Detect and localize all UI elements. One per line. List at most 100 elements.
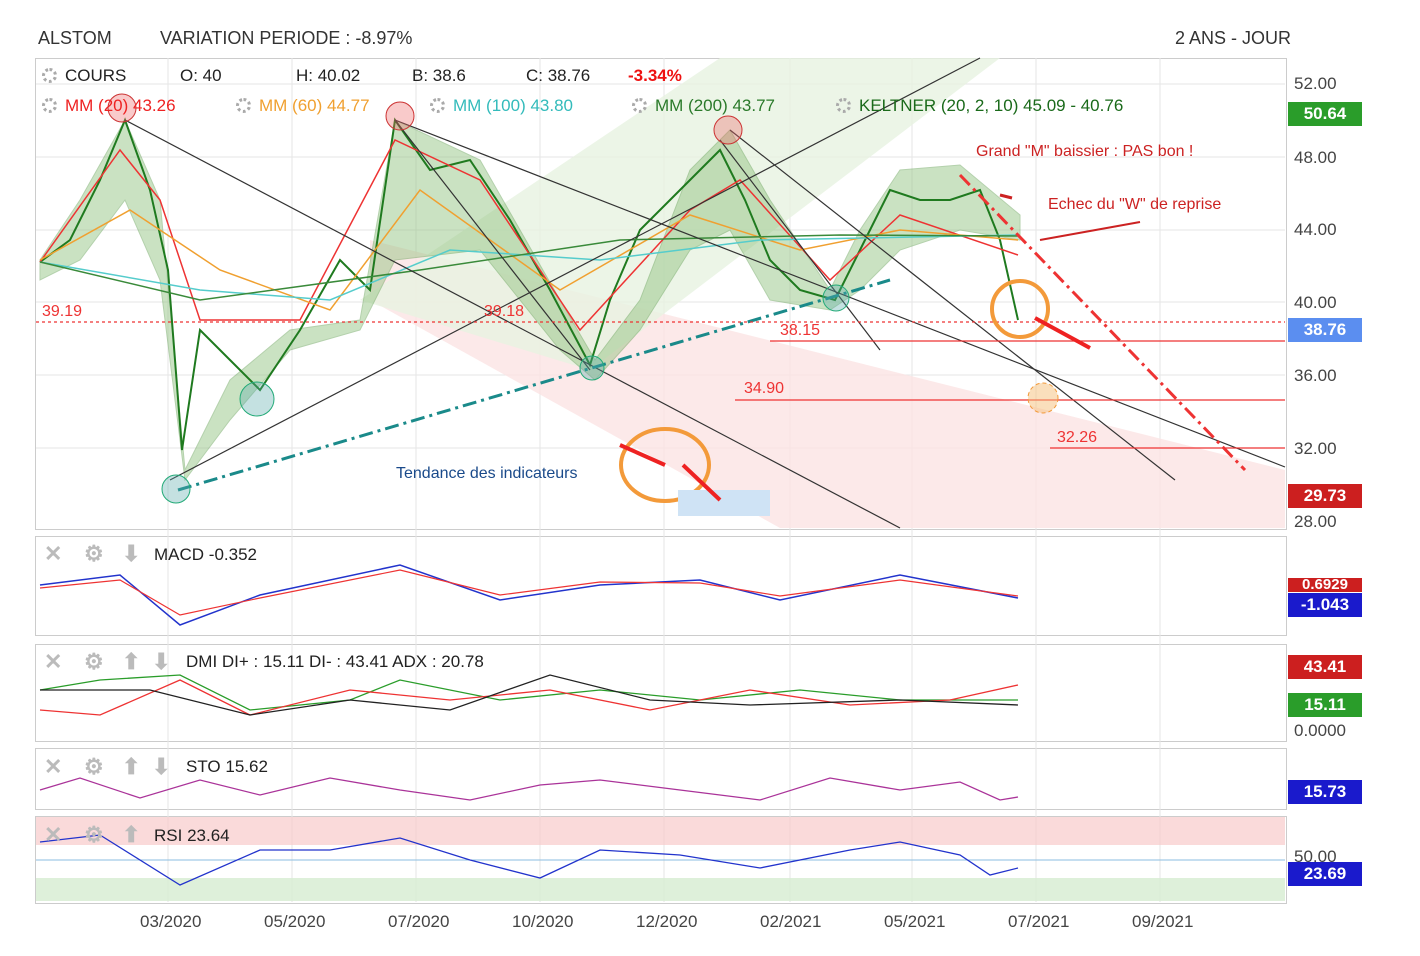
annotation-m: Grand "M" baissier : PAS bon ! <box>976 143 1194 160</box>
arrow-1 <box>619 443 666 467</box>
tick-36: 36.00 <box>1294 366 1337 385</box>
indicator-circle <box>619 427 711 503</box>
gear-icon[interactable] <box>236 98 251 113</box>
pivot-circles <box>161 284 850 504</box>
cours-row: COURS <box>42 66 126 86</box>
mm60-line <box>39 188 1019 311</box>
arrow-2 <box>681 463 722 502</box>
level-label-3919: 39.19 <box>42 303 83 320</box>
gear-icon[interactable] <box>632 98 647 113</box>
di-plus-line <box>39 674 1018 711</box>
sto-line <box>39 777 1019 801</box>
rsi-line <box>39 834 1019 886</box>
level-label-3815: 38.15 <box>780 322 821 339</box>
badge-macd-signal: 0.6929 <box>1288 577 1362 592</box>
level-label-3918: 39.18 <box>484 303 525 320</box>
dmi-value: DI+ : 15.11 DI- : 43.41 ADX : 20.78 <box>221 652 484 671</box>
x-label: 07/2021 <box>1008 912 1070 931</box>
keltner-text: KELTNER (20, 2, 10) 45.09 - 40.76 <box>859 96 1124 115</box>
di-minus-line <box>39 679 1019 716</box>
gear-icon[interactable] <box>836 98 851 113</box>
support-trend <box>177 278 891 492</box>
x-label: 10/2020 <box>512 912 574 931</box>
badge-di-minus: 43.41 <box>1288 655 1362 679</box>
rsi-value: 23.64 <box>187 826 230 845</box>
close-icon[interactable]: ✕ <box>44 822 63 847</box>
level-label-3226: 32.26 <box>1057 429 1098 446</box>
tick-28: 28.00 <box>1294 512 1337 531</box>
arrow-down-icon[interactable]: ⬇ <box>152 649 171 674</box>
mm20-line <box>39 139 1019 332</box>
tick-44: 44.00 <box>1294 220 1337 239</box>
mm20-text: MM (20) 43.26 <box>65 96 176 115</box>
x-label: 12/2020 <box>636 912 698 931</box>
mm100-legend[interactable]: MM (100) 43.80 <box>430 96 573 116</box>
gear-icon[interactable] <box>42 68 57 83</box>
sto-panel[interactable] <box>35 748 1287 810</box>
rsi-oversold <box>36 878 1285 901</box>
badge-3876: 38.76 <box>1288 318 1362 342</box>
arrow-down-icon[interactable]: ⬇ <box>152 754 171 779</box>
arrow-m <box>999 193 1013 200</box>
keltner-legend[interactable]: KELTNER (20, 2, 10) 45.09 - 40.76 <box>836 96 1123 116</box>
breakdown-circle <box>990 279 1050 339</box>
x-label: 05/2021 <box>884 912 946 931</box>
macd-panel[interactable] <box>35 536 1287 636</box>
mm60-legend[interactable]: MM (60) 44.77 <box>236 96 370 116</box>
x-label: 02/2021 <box>760 912 822 931</box>
badge-macd: -1.043 <box>1288 593 1362 617</box>
gear-icon[interactable]: ⚙ <box>84 822 104 847</box>
variation: VARIATION PERIODE : -8.97% <box>160 28 413 48</box>
period[interactable]: 2 ANS - JOUR <box>1175 28 1292 48</box>
gear-icon[interactable] <box>430 98 445 113</box>
open: O: 40 <box>180 66 222 85</box>
level-label-3490: 34.90 <box>744 380 785 397</box>
dmi-title: DMI DI+ : 15.11 DI- : 43.41 ADX : 20.78 <box>186 652 484 672</box>
close: C: 38.76 <box>526 66 591 85</box>
macd-title: MACD -0.352 <box>154 545 257 565</box>
rsi-name: RSI <box>154 826 183 845</box>
macd-name: MACD <box>154 545 205 564</box>
x-label: 07/2020 <box>388 912 450 931</box>
signal-line <box>39 569 1019 616</box>
arrow-up-icon[interactable]: ⬆ <box>122 822 141 847</box>
gear-icon[interactable]: ⚙ <box>84 649 104 674</box>
macd-line <box>39 564 1019 626</box>
top-circles <box>107 93 743 145</box>
arrow-3 <box>1034 316 1091 350</box>
change: -3.34% <box>628 66 682 85</box>
badge-2973: 29.73 <box>1288 484 1362 508</box>
badge-5064: 50.64 <box>1288 102 1362 126</box>
mm100-text: MM (100) 43.80 <box>453 96 573 115</box>
rsi-title: RSI 23.64 <box>154 826 230 846</box>
close-icon[interactable]: ✕ <box>44 649 63 674</box>
tick-rsi-50: 50.00 <box>1294 847 1337 866</box>
tick-32: 32.00 <box>1294 439 1337 458</box>
annotation-w: Echec du "W" de reprise <box>1048 196 1222 213</box>
trendlines <box>124 57 1286 529</box>
adx-line <box>40 674 1019 716</box>
mm20-legend[interactable]: MM (20) 43.26 <box>42 96 176 116</box>
arrow-up-icon[interactable]: ⬆ <box>122 754 141 779</box>
mm200-line <box>39 234 1019 301</box>
arrow-down-icon[interactable]: ⬇ <box>122 541 141 566</box>
arrow-up-icon[interactable]: ⬆ <box>122 649 141 674</box>
keltner-band <box>39 118 1021 482</box>
badge-rsi: 23.69 <box>1288 862 1362 886</box>
sto-value: 15.62 <box>225 757 268 776</box>
gear-icon[interactable] <box>42 98 57 113</box>
symbol: ALSTOM <box>38 28 112 48</box>
gear-icon[interactable]: ⚙ <box>84 754 104 779</box>
cours-label: COURS <box>65 66 127 85</box>
badge-sto: 15.73 <box>1288 780 1362 804</box>
close-icon[interactable]: ✕ <box>44 754 63 779</box>
high: H: 40.02 <box>296 66 361 85</box>
sto-title: STO 15.62 <box>186 757 268 777</box>
gear-icon[interactable]: ⚙ <box>84 541 104 566</box>
mm200-legend[interactable]: MM (200) 43.77 <box>632 96 775 116</box>
close-icon[interactable]: ✕ <box>44 541 63 566</box>
dmi-panel[interactable] <box>35 644 1287 742</box>
sto-name: STO <box>186 757 221 776</box>
x-label: 05/2020 <box>264 912 326 931</box>
